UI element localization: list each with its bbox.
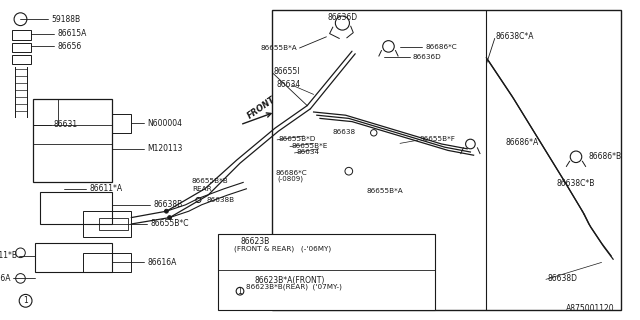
Text: 86615A: 86615A <box>58 29 87 38</box>
Text: 86655B*A: 86655B*A <box>260 45 297 51</box>
Bar <box>83 211 131 237</box>
Bar <box>218 234 435 310</box>
Circle shape <box>164 209 168 213</box>
Text: 86655B*B: 86655B*B <box>192 178 228 184</box>
Text: 86634: 86634 <box>296 149 319 155</box>
Text: N600004: N600004 <box>147 119 182 128</box>
Text: 1: 1 <box>23 296 28 305</box>
Text: 86655B*D: 86655B*D <box>278 136 316 142</box>
Text: (FRONT & REAR)   (-'06MY): (FRONT & REAR) (-'06MY) <box>234 246 331 252</box>
Text: A875001120: A875001120 <box>566 304 614 313</box>
Text: 86611*B: 86611*B <box>0 252 17 260</box>
Text: 86636D: 86636D <box>413 54 442 60</box>
Text: 86655I: 86655I <box>274 68 300 76</box>
Text: 86656A: 86656A <box>0 274 11 283</box>
Bar <box>83 253 131 272</box>
Text: 86656: 86656 <box>58 42 82 51</box>
Text: 1: 1 <box>237 287 243 296</box>
Text: 86655B*A: 86655B*A <box>366 188 403 194</box>
Circle shape <box>168 216 172 220</box>
Text: 86686*C: 86686*C <box>426 44 458 50</box>
Text: FRONT: FRONT <box>246 95 277 121</box>
Text: 86686*B: 86686*B <box>589 152 622 161</box>
Text: 86631: 86631 <box>53 120 77 129</box>
Text: M120113: M120113 <box>147 144 182 153</box>
Text: 86623B*B(REAR)  ('07MY-): 86623B*B(REAR) ('07MY-) <box>246 284 342 290</box>
Text: 86655B*C: 86655B*C <box>150 220 189 228</box>
Bar <box>33 99 112 182</box>
Bar <box>40 192 112 224</box>
Bar <box>12 43 31 52</box>
Text: 86636D: 86636D <box>327 13 358 22</box>
Text: 86623B*A(FRONT): 86623B*A(FRONT) <box>254 276 324 284</box>
Text: 86655B*E: 86655B*E <box>291 143 328 148</box>
Text: 86686*C: 86686*C <box>275 170 307 176</box>
Text: 86686*A: 86686*A <box>506 138 539 147</box>
Bar <box>12 55 31 64</box>
Bar <box>272 10 621 310</box>
Text: 59188B: 59188B <box>51 15 81 24</box>
Text: 86638C*B: 86638C*B <box>557 180 595 188</box>
Text: 86638B: 86638B <box>206 197 234 203</box>
Bar <box>112 114 131 133</box>
Text: 86611*A: 86611*A <box>90 184 123 193</box>
Text: 86638D: 86638D <box>547 274 577 283</box>
Bar <box>12 30 31 40</box>
Bar <box>35 243 112 272</box>
Text: 86638: 86638 <box>332 129 355 135</box>
Text: (-0809): (-0809) <box>277 175 303 182</box>
Bar <box>99 218 128 230</box>
Text: 96655B*F: 96655B*F <box>419 136 455 142</box>
Text: 86638C*A: 86638C*A <box>496 32 534 41</box>
Text: 86638B: 86638B <box>154 200 183 209</box>
Text: 86623B: 86623B <box>240 237 269 246</box>
Text: 86616A: 86616A <box>147 258 177 267</box>
Text: 86634: 86634 <box>276 80 301 89</box>
Text: REAR: REAR <box>192 186 212 192</box>
